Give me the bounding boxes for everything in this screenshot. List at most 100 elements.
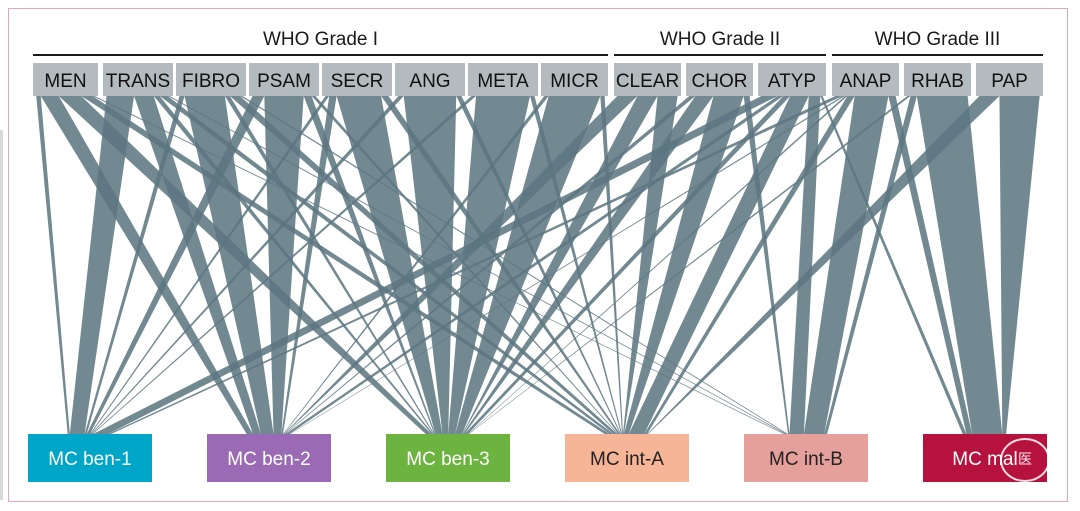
histotype-men: MEN: [33, 63, 98, 96]
histotype-label-clear: CLEAR: [616, 71, 679, 92]
flow-micr-to-mc-ben-2: [282, 96, 549, 434]
histotype-label-fibro: FIBRO: [182, 71, 240, 92]
histotype-fibro: FIBRO: [176, 63, 246, 96]
flow-chor-to-mc-ben-2: [284, 96, 696, 434]
histotype-micr: MICR: [541, 63, 608, 96]
histotype-box-chor: [686, 63, 753, 96]
flow-anap-to-mc-ben-2: [289, 96, 845, 434]
flow-micr-to-mc-ben-3: [455, 96, 601, 434]
cluster-label-mc-int-a: MC int-A: [590, 449, 664, 470]
histotype-box-fibro: [176, 63, 246, 96]
histotype-box-ang: [395, 63, 465, 96]
histotype-anap: ANAP: [832, 63, 899, 96]
histotype-box-clear: [614, 63, 681, 96]
histotype-ang: ANG: [395, 63, 465, 96]
flow-psam-to-mc-ben-1: [86, 96, 265, 434]
histotype-psam: PSAM: [249, 63, 319, 96]
flow-chor-to-mc-int-a: [623, 96, 744, 434]
histotype-label-atyp: ATYP: [768, 71, 816, 92]
histotype-secr: SECR: [322, 63, 392, 96]
cluster-box-mc-ben-1: [28, 434, 152, 482]
histotype-box-pap: [976, 63, 1043, 96]
flow-trans-to-mc-ben-1: [69, 96, 135, 434]
flow-pap-to-mc-int-a: [647, 96, 1000, 434]
histotype-label-rhab: RHAB: [911, 71, 964, 92]
histotype-box-micr: [541, 63, 608, 96]
cluster-box-mc-ben-3: [386, 434, 510, 482]
watermark-text: 医: [1018, 451, 1032, 467]
flow-rhab-to-mc-ben-3: [468, 96, 911, 434]
histotype-box-rhab: [904, 63, 971, 96]
flow-trans-to-mc-ben-2: [134, 96, 261, 434]
flow-meta-to-mc-ben-1: [92, 96, 477, 434]
histotype-box-men: [33, 63, 98, 96]
histotype-atyp: ATYP: [758, 63, 826, 96]
cluster-mc-ben-1: MC ben-1: [28, 434, 152, 482]
histotype-label-trans: TRANS: [106, 71, 170, 92]
histotype-trans: TRANS: [103, 63, 173, 96]
histotype-label-anap: ANAP: [840, 71, 892, 92]
flow-rhab-to-mc-mal: [916, 96, 1003, 434]
flow-clear-to-mc-int-a: [623, 96, 678, 434]
cluster-box-mc-int-b: [744, 434, 868, 482]
cluster-label-mc-int-b: MC int-B: [769, 449, 843, 470]
flow-anap-to-mc-int-a: [644, 96, 855, 434]
flow-atyp-to-mc-ben-3: [464, 96, 791, 434]
cluster-mc-ben-3: MC ben-3: [386, 434, 510, 482]
cluster-box-mc-ben-2: [207, 434, 331, 482]
histotype-box-trans: [103, 63, 173, 96]
flow-secr-to-mc-ben-3: [336, 96, 443, 434]
histotype-box-psam: [249, 63, 319, 96]
histotype-box-meta: [468, 63, 538, 96]
cluster-label-mc-ben-2: MC ben-2: [227, 449, 310, 470]
histotype-chor: CHOR: [686, 63, 753, 96]
histotype-rhab: RHAB: [904, 63, 971, 96]
histotype-pap: PAP: [976, 63, 1043, 96]
histotype-clear: CLEAR: [614, 63, 681, 96]
flow-ang-to-mc-ben-1: [90, 96, 404, 434]
histotype-label-psam: PSAM: [257, 71, 311, 92]
flow-atyp-to-mc-int-a: [628, 96, 809, 434]
left-edge-strip: [0, 130, 3, 500]
histotype-label-secr: SECR: [331, 71, 384, 92]
flow-layer: [36, 96, 1040, 434]
histotype-label-chor: CHOR: [692, 71, 748, 92]
flow-atyp-to-mc-int-b: [789, 96, 821, 434]
histotype-boxes: MEN TRANS FIBRO PSAM SECR ANG META MICR CLEAR CHO…: [33, 63, 1043, 96]
cluster-boxes: MC ben-1 MC ben-2 MC ben-3 MC int-A MC int-B…: [28, 434, 1047, 482]
figure-frame: [8, 8, 1068, 502]
flow-men-to-mc-ben-1: [36, 96, 70, 434]
cluster-label-mc-ben-3: MC ben-3: [406, 449, 489, 470]
flow-anap-to-mc-ben-3: [467, 96, 848, 434]
flow-secr-to-mc-ben-1: [89, 96, 330, 434]
histotype-box-atyp: [758, 63, 826, 96]
cluster-mc-int-b: MC int-B: [744, 434, 868, 482]
flow-clear-to-mc-ben-2: [283, 96, 638, 434]
flow-rhab-to-mc-int-b: [824, 96, 917, 434]
histotype-label-men: MEN: [44, 71, 86, 92]
flow-fibro-to-mc-ben-2: [184, 96, 274, 434]
cluster-box-mc-int-a: [565, 434, 689, 482]
flow-fibro-to-mc-ben-1: [84, 96, 185, 434]
grade-headers: WHO Grade I WHO Grade II WHO Grade III: [33, 29, 1043, 56]
grade-label-who-grade-iii: WHO Grade III: [875, 29, 1001, 50]
flow-anap-to-mc-int-b: [803, 96, 889, 434]
watermark-logo: 医: [1000, 438, 1050, 482]
histotype-box-anap: [832, 63, 899, 96]
histotype-label-ang: ANG: [409, 71, 450, 92]
cluster-label-mc-ben-1: MC ben-1: [48, 449, 131, 470]
histotype-box-secr: [322, 63, 392, 96]
flow-chor-to-mc-ben-3: [462, 96, 714, 434]
histotype-label-pap: PAP: [991, 71, 1028, 92]
histotype-meta: META: [468, 63, 538, 96]
flow-anap-to-mc-ben-1: [107, 96, 843, 434]
flow-pap-to-mc-mal: [999, 96, 1040, 434]
histotype-label-micr: MICR: [550, 71, 599, 92]
grade-label-who-grade-ii: WHO Grade II: [660, 29, 780, 50]
histotype-label-meta: META: [477, 71, 529, 92]
grade-label-who-grade-i: WHO Grade I: [263, 29, 378, 50]
flow-atyp-to-mc-ben-1: [93, 96, 778, 434]
cluster-mc-int-a: MC int-A: [565, 434, 689, 482]
flow-psam-to-mc-ben-3: [303, 96, 436, 434]
